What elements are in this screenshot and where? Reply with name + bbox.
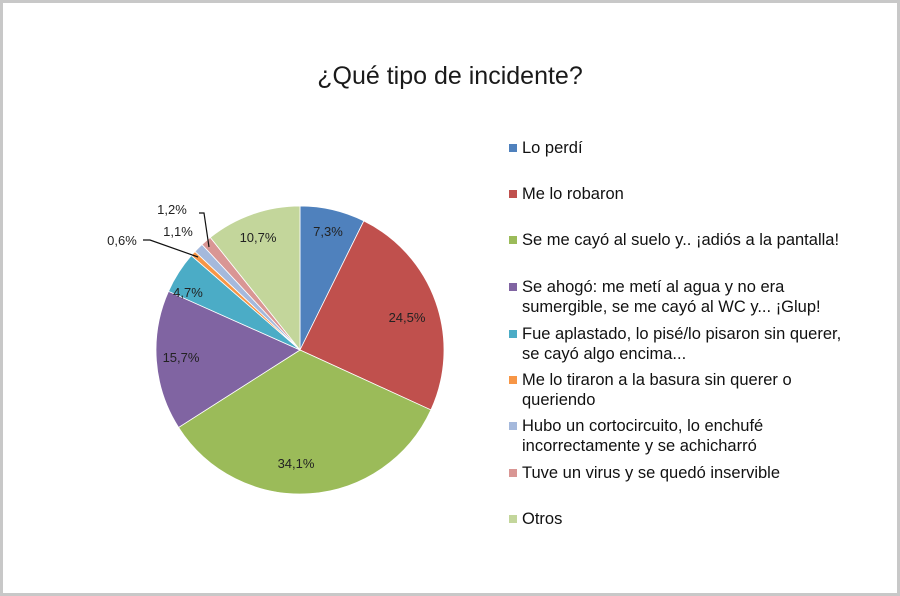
data-label: 24,5% [389, 310, 426, 325]
legend-swatch [509, 422, 517, 430]
pie-slice [299, 220, 445, 411]
legend-label: Lo perdí [522, 139, 583, 157]
legend-swatch [509, 283, 517, 291]
data-label: 1,1% [163, 224, 193, 239]
legend-label: Fue aplastado, lo pisé/lo pisaron sin qu… [522, 325, 842, 363]
data-label: 34,1% [278, 456, 315, 471]
data-label: 0,6% [107, 233, 137, 248]
legend-label: Me lo tiraron a la basura sin querer o q… [522, 371, 792, 409]
legend-item-lo-perdi: Lo perdí [509, 138, 583, 158]
legend-item-me-lo-robaron: Me lo robaron [509, 184, 624, 204]
legend-label: Hubo un cortocircuito, lo enchufé incorr… [522, 417, 764, 455]
leader-line-0-6 [143, 239, 199, 258]
legend-label: Se me cayó al suelo y.. ¡adiós a la pant… [522, 231, 840, 249]
data-label: 1,2% [157, 202, 187, 217]
legend-swatch [509, 144, 517, 152]
legend-item-otros: Otros [509, 509, 562, 529]
legend-item-basura: Me lo tiraron a la basura sin querer o q… [509, 370, 792, 410]
legend-label: Me lo robaron [522, 185, 624, 203]
data-label: 15,7% [163, 350, 200, 365]
legend-item-virus: Tuve un virus y se quedó inservible [509, 463, 780, 483]
legend-swatch [509, 330, 517, 338]
legend-item-aplastado: Fue aplastado, lo pisé/lo pisaron sin qu… [509, 324, 841, 364]
legend-label: Tuve un virus y se quedó inservible [522, 464, 781, 482]
legend-swatch [509, 515, 517, 523]
data-label: 10,7% [240, 230, 277, 245]
chart-title: ¿Qué tipo de incidente? [317, 62, 583, 90]
pie-slice [155, 290, 301, 428]
legend-swatch [509, 376, 517, 384]
legend-item-se-me-cayo: Se me cayó al suelo y.. ¡adiós a la pant… [509, 230, 839, 250]
data-labels: 7,3% 24,5% 34,1% 15,7% 4,7% 0,6% 1,1% 1,2% 10,7% [107, 202, 426, 471]
data-label: 4,7% [173, 285, 203, 300]
data-label: 7,3% [313, 224, 343, 239]
legend-swatch [509, 190, 517, 198]
legend-swatch [509, 236, 517, 244]
legend-label: Se ahogó: me metí al agua y no era sumer… [522, 278, 821, 316]
leader-lines [143, 212, 210, 258]
legend-item-se-ahogo: Se ahogó: me metí al agua y no era sumer… [509, 277, 821, 317]
pie-slice [209, 205, 301, 352]
legend-item-cortocircuito: Hubo un cortocircuito, lo enchufé incorr… [509, 416, 763, 456]
pie-slices [155, 205, 445, 495]
legend-label: Otros [522, 510, 563, 528]
pie-slice [178, 349, 432, 495]
leader-line-1-2 [199, 212, 210, 248]
legend-swatch [509, 469, 517, 477]
